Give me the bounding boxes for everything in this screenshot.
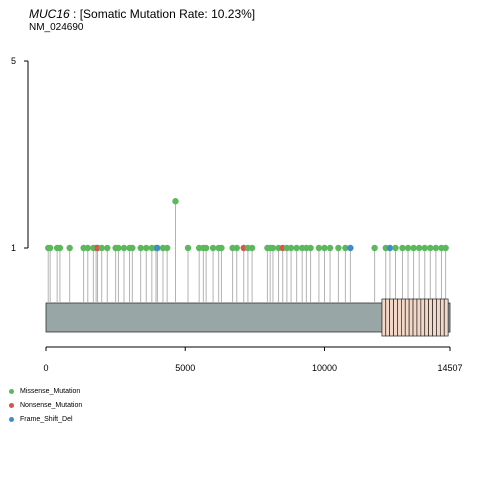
mutation-point-63 [427, 244, 434, 252]
x-tick-label-0: 0 [43, 363, 48, 373]
protein-domain-4 [397, 298, 402, 337]
x-tick-label-5000: 5000 [175, 363, 195, 373]
legend-swatch-nonsense [9, 402, 14, 408]
mutation-point-21 [154, 244, 161, 252]
legend-label-frameshift: Frame_Shift_Del [20, 415, 73, 423]
mutation-point-6 [84, 244, 91, 252]
mutation-point-54 [371, 244, 378, 252]
protein-domain-11 [424, 298, 429, 337]
protein-track [45, 298, 451, 337]
gene-name: MUC16 [29, 7, 70, 21]
mutation-point-43 [287, 244, 295, 252]
protein-domain-12 [428, 298, 433, 337]
mutation-point-24 [172, 198, 179, 205]
chart-title: MUC16 : [Somatic Mutation Rate: 10.23%] [29, 6, 255, 22]
mutation-point-53 [347, 244, 354, 252]
mutation-point-1 [46, 244, 54, 252]
mutation-point-3 [56, 244, 64, 252]
mutation-point-49 [321, 244, 328, 252]
mutation-point-44 [293, 244, 300, 252]
protein-domain-2 [389, 298, 394, 337]
mutation-point-60 [410, 244, 417, 252]
protein-domain-5 [400, 298, 406, 337]
mutation-point-64 [432, 244, 440, 252]
x-tick-label-10000: 10000 [312, 363, 337, 373]
protein-domain-14 [436, 298, 441, 337]
protein-domain-13 [432, 298, 437, 337]
legend-item-frameshift: Frame_Shift_Del [9, 412, 82, 426]
transcript-id: NM_024690 [29, 22, 84, 33]
mutation-point-58 [399, 244, 406, 252]
mutation-point-52 [342, 244, 349, 252]
mutation-point-47 [307, 244, 314, 252]
y-axis: 15 [11, 56, 29, 253]
protein-domain-3 [393, 298, 398, 337]
legend-swatch-frameshift [9, 416, 14, 422]
mutation-point-61 [415, 244, 423, 252]
mutation-point-33 [233, 244, 240, 252]
mutation-point-11 [104, 244, 111, 252]
mutation-point-18 [143, 244, 150, 252]
mutation-point-23 [163, 244, 171, 252]
y-tick-label-5: 5 [11, 56, 16, 66]
mutation-point-48 [315, 244, 323, 252]
x-tick-label-14507: 14507 [437, 363, 462, 373]
mutation-point-29 [209, 244, 217, 252]
mutation-point-66 [442, 244, 449, 252]
mutation-points [45, 198, 449, 252]
mutation-point-14 [120, 244, 128, 252]
mutation-point-36 [248, 244, 256, 252]
protein-domain-15 [439, 298, 445, 337]
legend-item-missense: Missense_Mutation [9, 384, 82, 398]
mutation-point-10 [98, 244, 105, 252]
protein-domain-6 [404, 298, 410, 337]
mutation-point-25 [184, 244, 192, 252]
mutation-point-57 [392, 244, 399, 252]
protein-domain-16 [443, 298, 449, 337]
mutation-point-39 [269, 244, 277, 252]
legend-item-nonsense: Nonsense_Mutation [9, 398, 82, 412]
legend: Missense_Mutation Nonsense_Mutation Fram… [9, 384, 82, 426]
mutation-point-31 [218, 244, 225, 252]
protein-domain-9 [416, 298, 422, 337]
mutation-point-4 [66, 244, 73, 252]
mutation-point-17 [137, 244, 144, 252]
protein-domain-0 [381, 298, 387, 337]
legend-label-nonsense: Nonsense_Mutation [20, 401, 83, 409]
mutation-point-28 [202, 244, 210, 252]
mutation-point-13 [115, 244, 122, 252]
mutation-stems [47, 201, 447, 302]
mutation-rate-text: : [Somatic Mutation Rate: 10.23%] [73, 7, 256, 21]
protein-domain-10 [420, 298, 426, 337]
y-tick-label-1: 1 [11, 243, 16, 253]
mutation-point-50 [326, 244, 334, 252]
mutation-point-56 [386, 244, 394, 252]
x-axis: 0 5000 10000 14507 [43, 346, 463, 373]
protein-domain-8 [412, 298, 418, 337]
chart-header: MUC16 : [Somatic Mutation Rate: 10.23%] … [29, 6, 255, 33]
legend-swatch-missense [9, 388, 14, 394]
legend-label-missense: Missense_Mutation [20, 387, 81, 395]
mutation-point-59 [404, 244, 412, 252]
protein-domain-1 [385, 298, 391, 337]
protein-domain-7 [408, 298, 414, 337]
mutation-point-51 [335, 244, 342, 252]
mutation-point-16 [129, 244, 136, 252]
mutation-point-62 [421, 244, 428, 252]
